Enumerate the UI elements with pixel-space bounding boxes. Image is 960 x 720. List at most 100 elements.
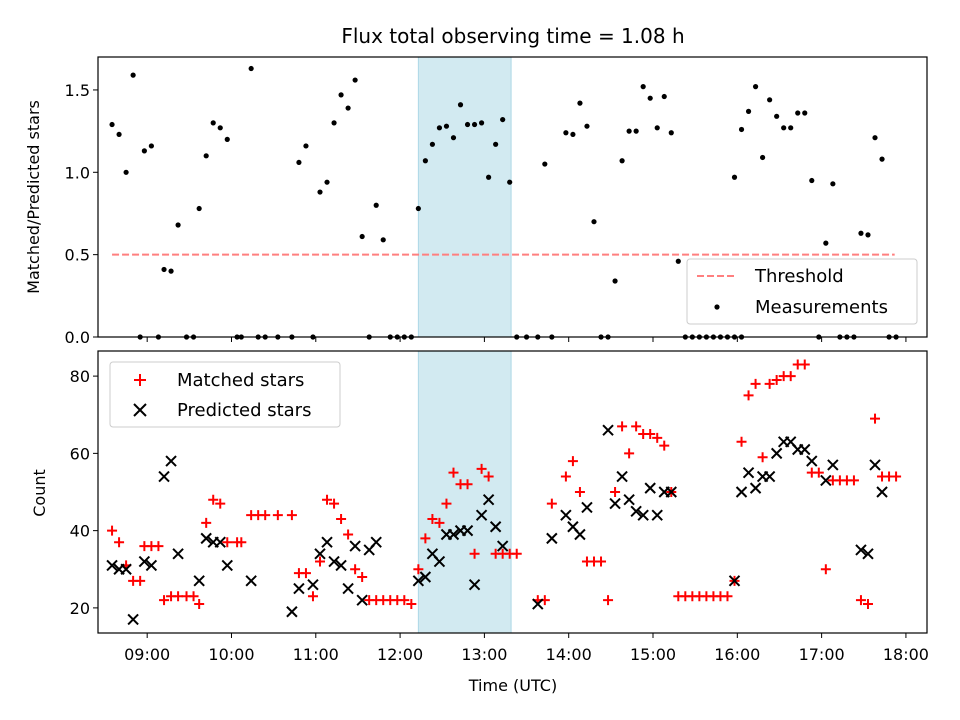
- data-point: [736, 436, 747, 447]
- data-point: [637, 509, 649, 521]
- data-point: [665, 486, 677, 498]
- data-point: [493, 141, 499, 147]
- data-point: [429, 141, 436, 147]
- data-point: [626, 128, 632, 134]
- data-point: [774, 113, 780, 119]
- data-point: [865, 232, 871, 238]
- data-point: [328, 555, 340, 568]
- data-point: [546, 498, 557, 509]
- data-point: [475, 509, 488, 521]
- plot-frame: [97, 350, 928, 634]
- data-point: [591, 219, 597, 225]
- data-point: [603, 595, 614, 606]
- data-point: [879, 156, 885, 162]
- data-point: [476, 463, 487, 474]
- data-point: [749, 482, 762, 494]
- highlight-span: [417, 56, 512, 338]
- data-point: [406, 599, 417, 610]
- ratio-y-axis-label: Matched/Predicted stars: [24, 100, 43, 294]
- data-point: [145, 559, 158, 572]
- data-point: [338, 92, 344, 98]
- data-point: [210, 120, 216, 126]
- data-point: [173, 591, 184, 602]
- data-point: [830, 181, 836, 187]
- highlight-span: [417, 350, 512, 634]
- data-point: [357, 571, 368, 582]
- data-point: [563, 130, 569, 136]
- data-point: [336, 514, 347, 525]
- x-tick-label: 16:00: [714, 645, 760, 664]
- data-point: [123, 169, 129, 175]
- data-point: [602, 424, 614, 436]
- data-point: [356, 594, 368, 606]
- data-point: [314, 548, 326, 560]
- data-point: [763, 470, 776, 483]
- data-point: [802, 110, 808, 116]
- data-point: [630, 505, 642, 518]
- data-point: [478, 120, 485, 126]
- data-point: [464, 121, 471, 128]
- data-point: [869, 459, 881, 471]
- data-point: [420, 533, 431, 544]
- data-point: [461, 524, 474, 537]
- x-tick-label: 09:00: [124, 645, 170, 664]
- data-point: [567, 456, 578, 467]
- data-point: [260, 510, 271, 521]
- data-point: [300, 568, 311, 579]
- data-point: [806, 455, 818, 467]
- x-tick-label: 14:00: [546, 645, 592, 664]
- series-predicted-stars: [106, 424, 888, 626]
- data-point: [570, 131, 576, 138]
- data-point: [427, 514, 438, 525]
- x-tick-label: 18:00: [883, 645, 929, 664]
- legend: Matched stars Predicted stars: [109, 361, 341, 428]
- y-tick-label: 0.5: [65, 246, 90, 265]
- data-point: [631, 421, 642, 432]
- data-point: [106, 559, 118, 572]
- data-point: [581, 501, 593, 514]
- data-point: [652, 432, 663, 443]
- data-point: [296, 159, 302, 166]
- data-point: [489, 521, 502, 533]
- data-point: [659, 440, 670, 451]
- data-point: [788, 125, 794, 131]
- data-point: [728, 575, 741, 587]
- data-point: [457, 102, 464, 108]
- data-point: [795, 110, 801, 116]
- data-point: [335, 559, 347, 572]
- data-point: [617, 421, 628, 432]
- data-point: [321, 536, 333, 548]
- data-point: [175, 222, 181, 228]
- data-point: [616, 470, 628, 483]
- chart-title: Flux total observing time = 1.08 h: [341, 24, 684, 48]
- legend-predicted-swatch: [133, 403, 147, 417]
- data-point: [138, 555, 151, 568]
- data-point: [120, 563, 132, 575]
- data-point: [482, 494, 495, 506]
- data-point: [820, 564, 831, 575]
- data-point: [447, 528, 460, 541]
- data-point: [293, 582, 305, 595]
- y-tick-label: 80: [70, 367, 90, 386]
- y-tick-label: 1.0: [65, 163, 90, 182]
- y-tick-label: 0.0: [65, 328, 90, 347]
- data-point: [496, 540, 509, 552]
- data-point: [307, 591, 318, 602]
- data-point: [647, 95, 653, 101]
- count-y-axis-label: Count: [30, 469, 49, 517]
- data-point: [862, 599, 873, 610]
- data-point: [574, 528, 586, 541]
- data-point: [303, 143, 309, 149]
- data-point: [109, 121, 115, 128]
- data-point: [609, 497, 621, 510]
- data-point: [891, 471, 902, 482]
- data-point: [743, 390, 754, 401]
- data-point: [236, 537, 247, 548]
- data-point: [870, 413, 881, 424]
- data-point: [619, 158, 625, 164]
- data-point: [542, 161, 548, 167]
- data-point: [130, 72, 136, 78]
- legend-box: [686, 258, 918, 325]
- data-point: [471, 121, 478, 128]
- data-point: [141, 148, 147, 154]
